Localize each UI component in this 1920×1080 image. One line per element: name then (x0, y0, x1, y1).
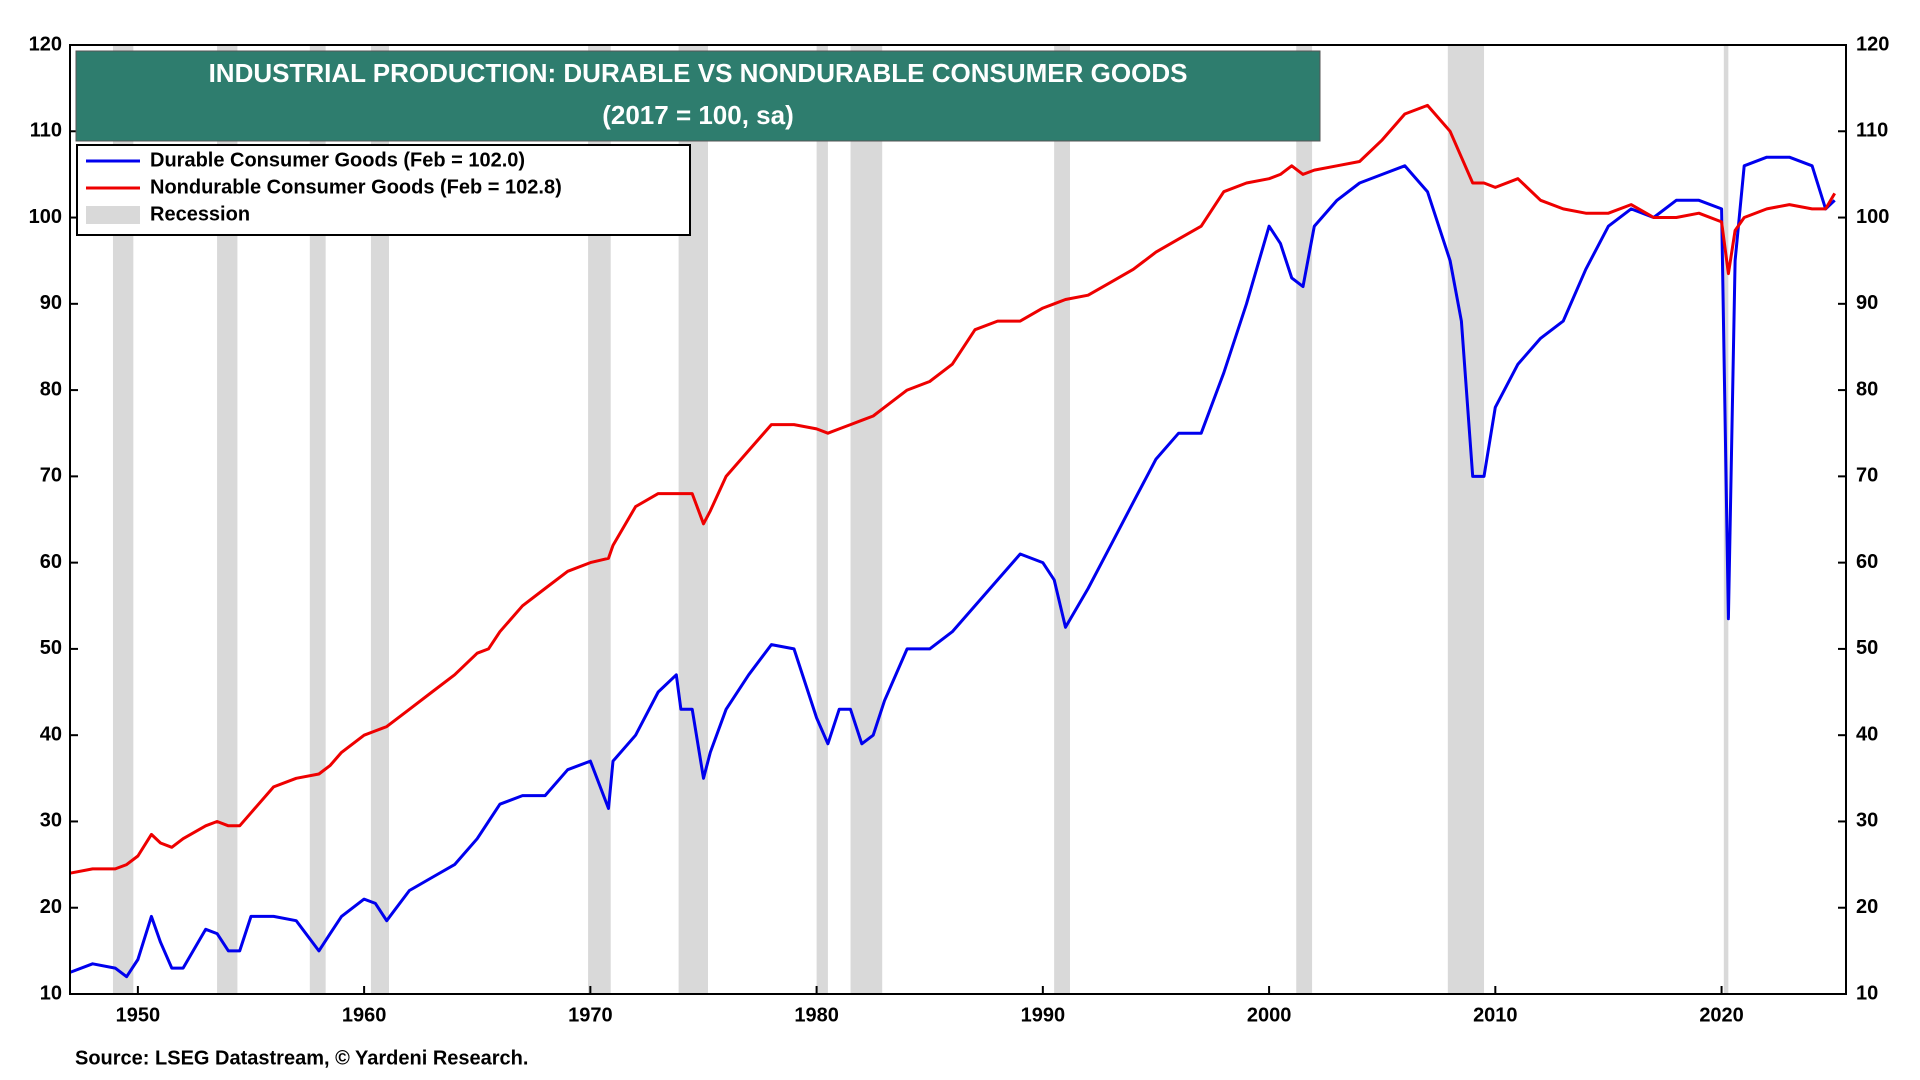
x-tick-label: 2020 (1699, 1004, 1744, 1026)
y-tick-label: 80 (40, 378, 62, 400)
y2-tick-label: 120 (1856, 33, 1889, 55)
y-tick-label: 120 (29, 33, 62, 55)
recession-band (217, 45, 238, 994)
y-tick-label: 30 (40, 810, 62, 832)
x-tick-label: 1980 (794, 1004, 839, 1026)
y2-tick-label: 90 (1856, 292, 1878, 314)
y-tick-label: 90 (40, 292, 62, 314)
legend-label: Durable Consumer Goods (Feb = 102.0) (150, 149, 525, 171)
data-line (69, 155, 1836, 979)
y2-tick-label: 100 (1856, 206, 1889, 228)
y2-tick-label: 50 (1856, 637, 1878, 659)
recession-band (588, 45, 611, 994)
y2-tick-label: 30 (1856, 810, 1878, 832)
x-tick-label: 1990 (1021, 1004, 1066, 1026)
y-tick-label: 50 (40, 637, 62, 659)
recession-band (850, 45, 883, 994)
data-line (69, 103, 1836, 875)
x-tick-label: 1970 (568, 1004, 613, 1026)
chart-title: INDUSTRIAL PRODUCTION: DURABLE VS NONDUR… (209, 58, 1188, 88)
x-tick-label: 1950 (116, 1004, 161, 1026)
x-tick-label: 2000 (1247, 1004, 1292, 1026)
legend-label: Nondurable Consumer Goods (Feb = 102.8) (150, 176, 562, 198)
y2-tick-label: 40 (1856, 723, 1878, 745)
y-tick-label: 10 (40, 982, 62, 1004)
y-tick-label: 110 (30, 120, 62, 142)
y-tick-label: 40 (40, 723, 62, 745)
y2-tick-label: 80 (1856, 378, 1878, 400)
x-tick-label: 1960 (342, 1004, 387, 1026)
y2-tick-label: 60 (1856, 551, 1878, 573)
recession-band (1296, 45, 1313, 994)
chart-subtitle: (2017 = 100, sa) (602, 100, 794, 130)
recession-band (112, 45, 134, 994)
source-note: Source: LSEG Datastream, © Yardeni Resea… (75, 1047, 528, 1069)
recession-band (309, 45, 326, 994)
y2-tick-label: 20 (1856, 896, 1878, 918)
title-box (75, 50, 1321, 142)
y2-tick-label: 10 (1856, 982, 1878, 1004)
plot-frame (69, 44, 1847, 995)
recession-band (1054, 45, 1070, 994)
recession-band (1447, 45, 1485, 994)
y-tick-label: 20 (40, 896, 62, 918)
legend-label: Recession (150, 203, 250, 225)
y2-tick-label: 110 (1856, 120, 1888, 142)
y-tick-label: 70 (40, 465, 62, 487)
recession-band (370, 45, 390, 994)
x-tick-label: 2010 (1473, 1004, 1518, 1026)
y-tick-label: 100 (29, 206, 62, 228)
y-tick-label: 60 (40, 551, 62, 573)
y2-tick-label: 70 (1856, 465, 1878, 487)
recession-band (816, 45, 828, 994)
legend-swatch (86, 206, 140, 224)
legend-box (76, 144, 691, 236)
